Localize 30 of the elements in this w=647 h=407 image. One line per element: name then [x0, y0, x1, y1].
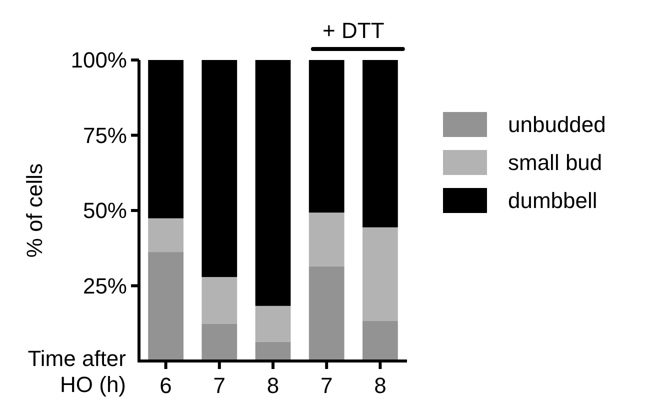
- bar: [255, 342, 291, 361]
- y-tick-label: 75%: [82, 122, 127, 148]
- x-tick-label: 7: [213, 373, 226, 398]
- bar: [255, 60, 291, 306]
- bar: [308, 266, 344, 361]
- text: + DTT: [322, 18, 384, 43]
- bar: [362, 320, 398, 361]
- bar: [148, 218, 184, 252]
- y-tick-label: 50%: [82, 198, 127, 224]
- y-tick-label: 25%: [82, 273, 127, 298]
- bar: [308, 212, 344, 266]
- x-tick-label: 8: [374, 373, 386, 398]
- bar: [202, 324, 238, 361]
- bar: [148, 60, 184, 218]
- bar: [202, 60, 238, 278]
- bar: [308, 60, 344, 213]
- bar: [202, 277, 238, 324]
- x-tick-label: 7: [320, 373, 333, 398]
- bar: [362, 227, 398, 321]
- x-axis-title: Time after HO (h): [28, 346, 126, 397]
- bar: [255, 306, 291, 342]
- bar: [148, 252, 184, 361]
- y-tick-label: 100%: [70, 48, 127, 73]
- y-axis-title: % of cells: [22, 163, 47, 258]
- x-tick-label: 6: [160, 373, 172, 398]
- bar: [362, 60, 398, 228]
- x-tick-label: 8: [266, 373, 280, 398]
- legend-label: dumbbell: [508, 188, 598, 214]
- legend-label: small bud: [508, 150, 602, 176]
- legend-label: unbudded: [508, 112, 606, 138]
